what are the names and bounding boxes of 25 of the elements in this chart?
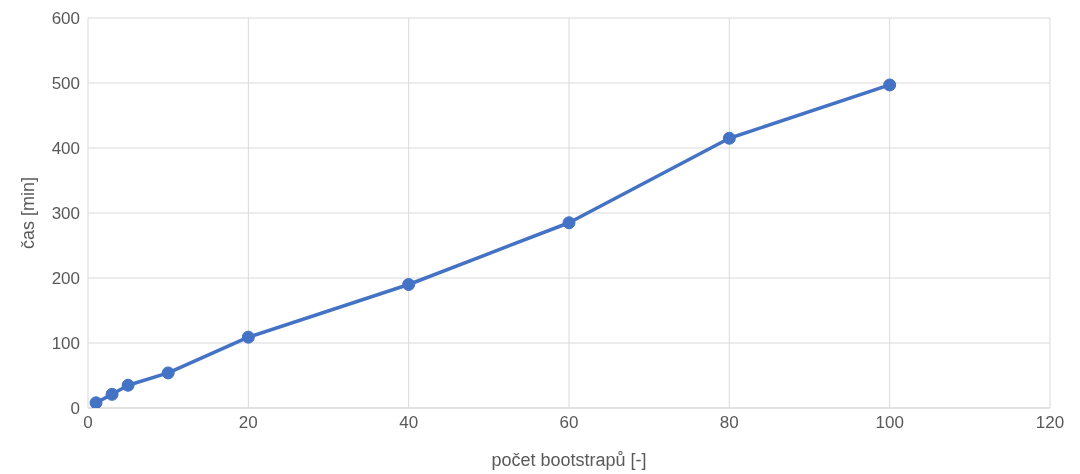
x-axis-title: počet bootstrapů [-] <box>491 450 647 470</box>
y-tick-label: 200 <box>51 269 80 289</box>
x-tick-label: 20 <box>238 413 258 433</box>
y-tick-label: 100 <box>51 334 80 354</box>
y-tick-label: 0 <box>70 399 80 419</box>
x-tick-label: 0 <box>83 413 93 433</box>
point <box>105 387 119 401</box>
x-tick-label: 40 <box>399 413 419 433</box>
point <box>121 378 135 392</box>
y-tick-label: 300 <box>51 204 80 224</box>
point <box>161 366 175 380</box>
x-tick-label: 120 <box>1035 413 1065 433</box>
point <box>89 396 103 408</box>
point <box>402 278 416 291</box>
point <box>883 78 897 92</box>
x-tick-label: 100 <box>875 413 904 433</box>
y-tick-label: 600 <box>51 9 80 29</box>
y-tick-label: 500 <box>51 74 80 94</box>
y-axis-title: čas [min] <box>18 176 39 250</box>
point <box>562 216 576 230</box>
point <box>241 330 255 344</box>
x-tick-label: 80 <box>719 413 739 433</box>
point <box>722 131 736 145</box>
x-tick-label: 60 <box>559 413 579 433</box>
y-tick-label: 400 <box>51 139 80 159</box>
